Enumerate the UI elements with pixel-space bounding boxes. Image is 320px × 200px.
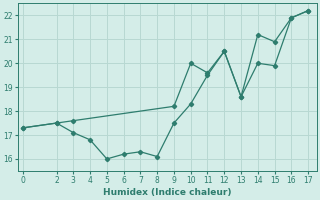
X-axis label: Humidex (Indice chaleur): Humidex (Indice chaleur): [103, 188, 231, 197]
